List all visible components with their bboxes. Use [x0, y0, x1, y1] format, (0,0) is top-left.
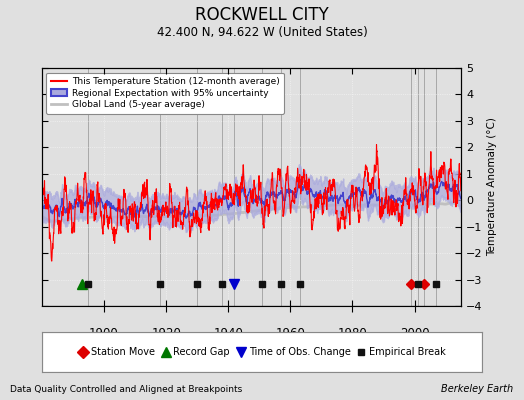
Text: Berkeley Earth: Berkeley Earth [441, 384, 514, 394]
Text: ROCKWELL CITY: ROCKWELL CITY [195, 6, 329, 24]
Y-axis label: Temperature Anomaly (°C): Temperature Anomaly (°C) [487, 118, 497, 256]
Legend: Station Move, Record Gap, Time of Obs. Change, Empirical Break: Station Move, Record Gap, Time of Obs. C… [75, 344, 449, 360]
Text: Data Quality Controlled and Aligned at Breakpoints: Data Quality Controlled and Aligned at B… [10, 385, 243, 394]
Text: 42.400 N, 94.622 W (United States): 42.400 N, 94.622 W (United States) [157, 26, 367, 39]
Legend: This Temperature Station (12-month average), Regional Expectation with 95% uncer: This Temperature Station (12-month avera… [47, 72, 284, 114]
FancyBboxPatch shape [42, 332, 482, 372]
